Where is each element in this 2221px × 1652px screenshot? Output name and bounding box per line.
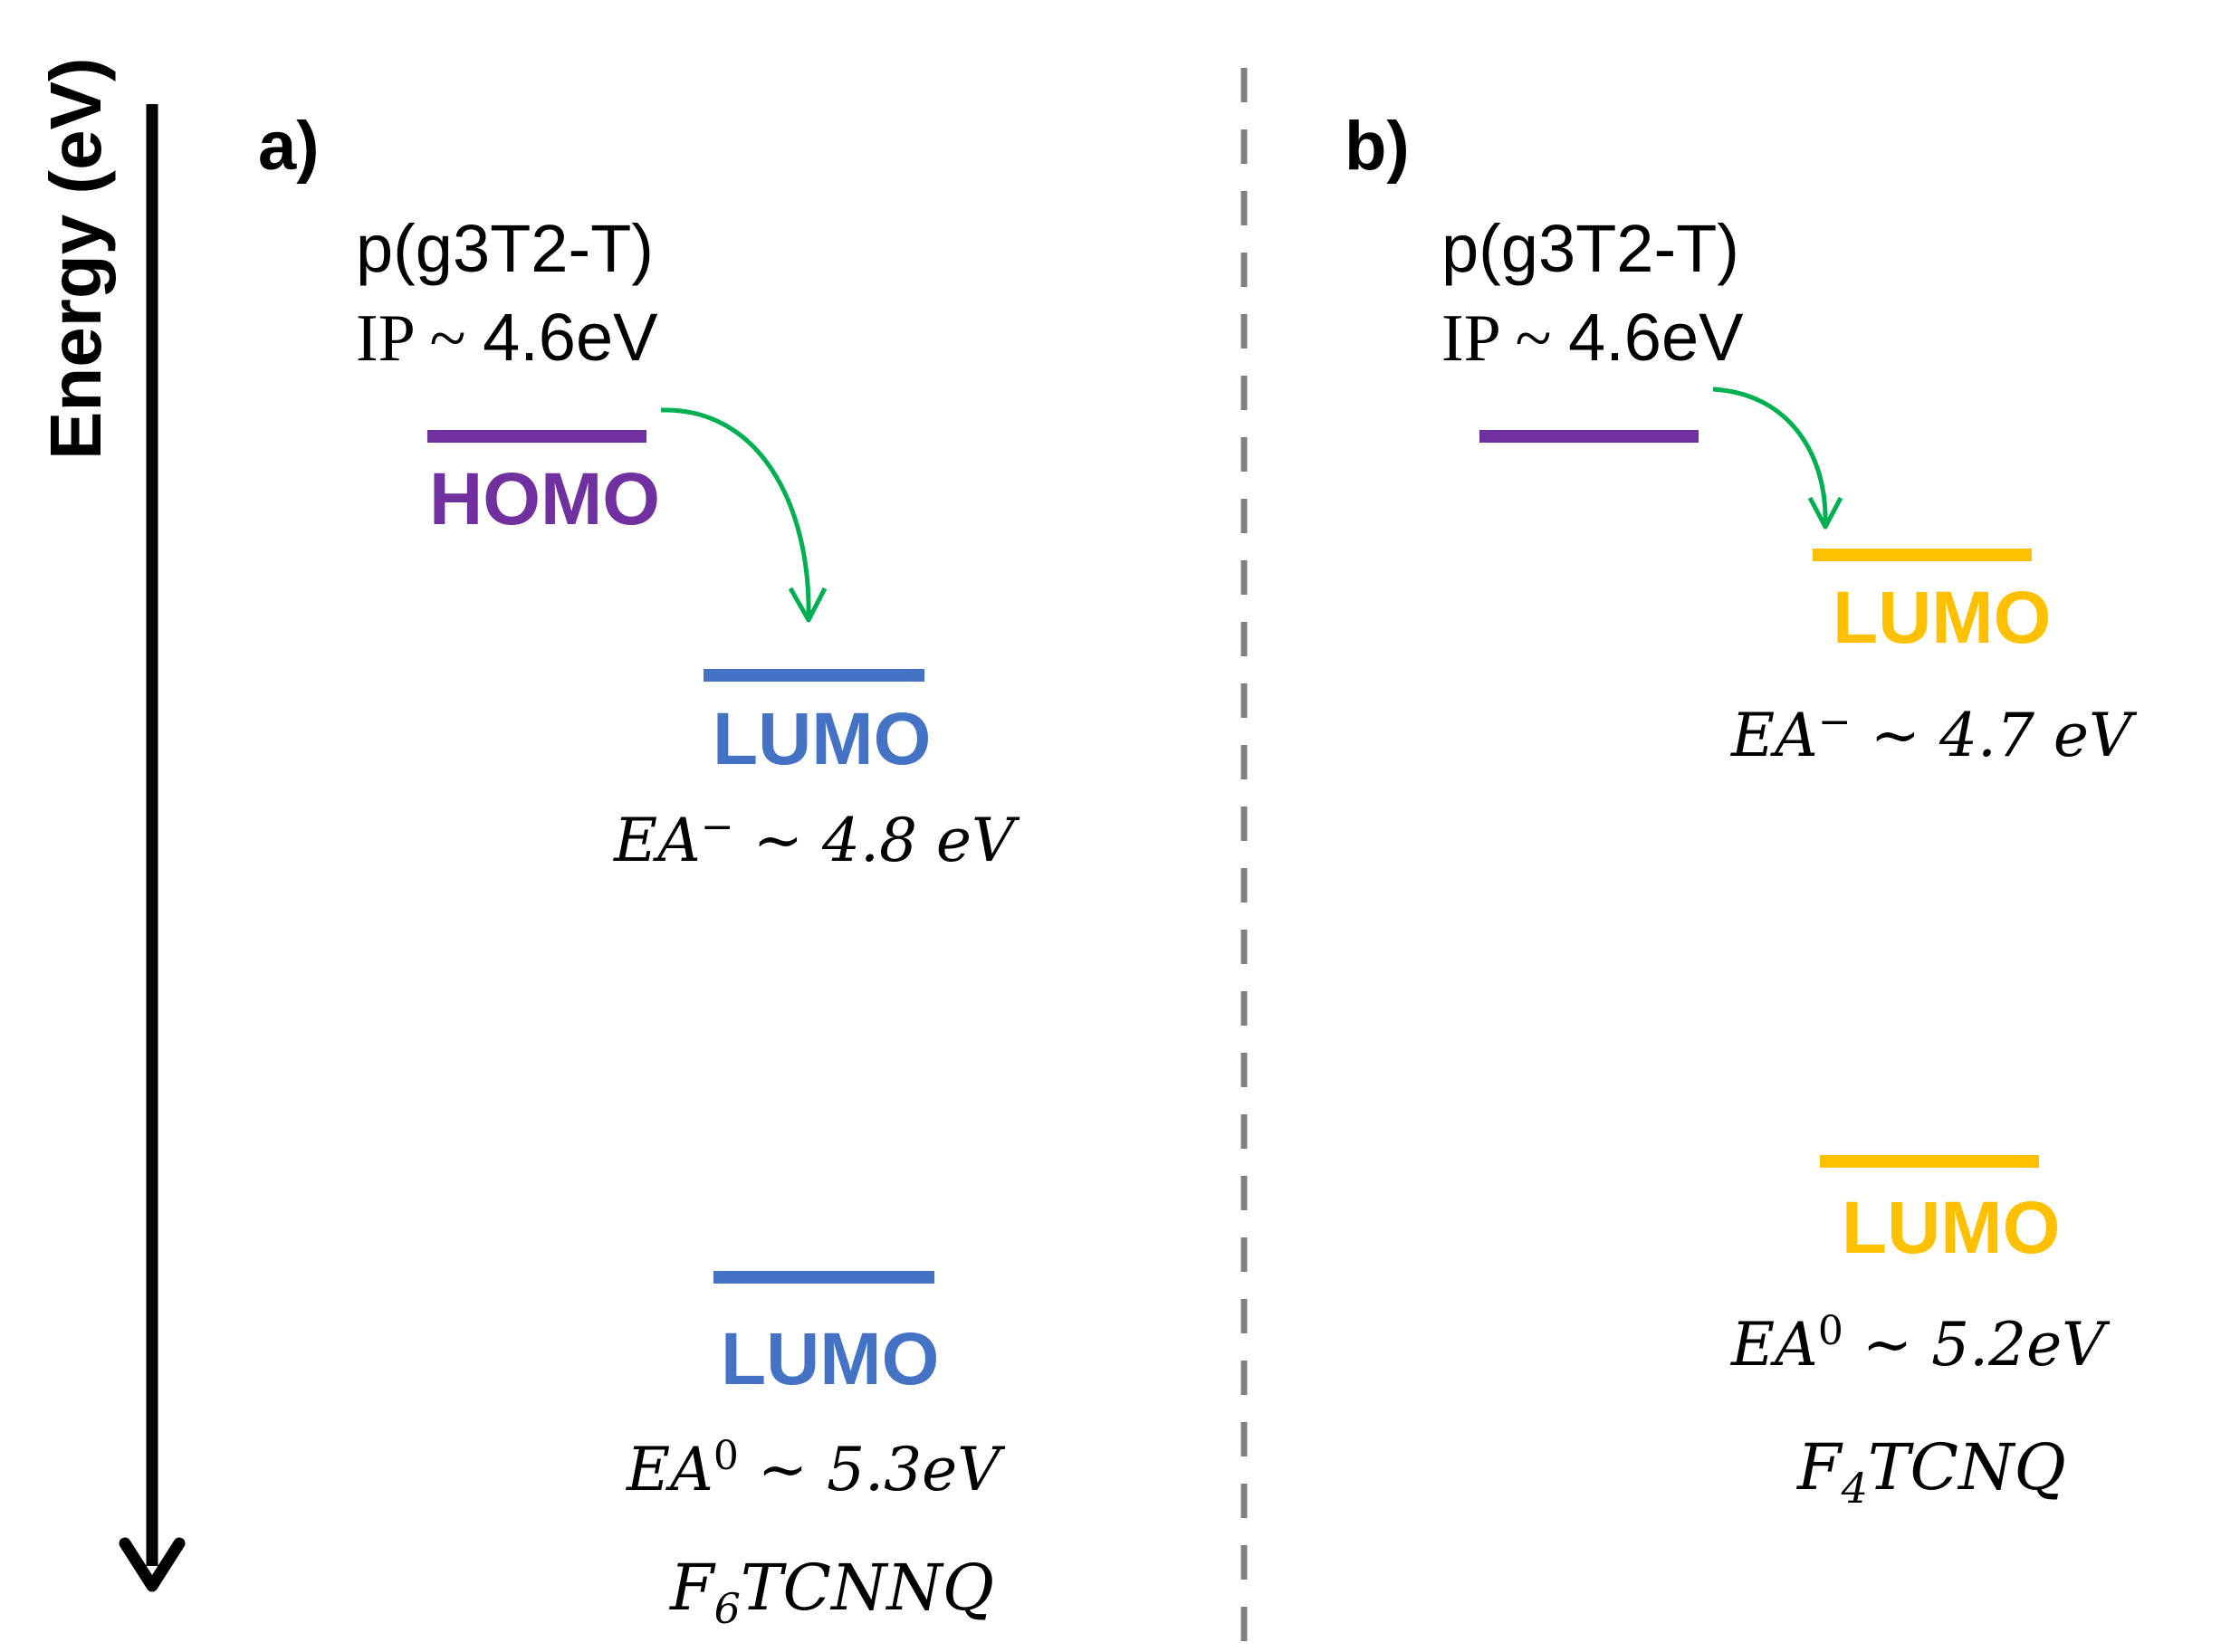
panel-b-dopant-sub: 4 xyxy=(1841,1464,1868,1513)
panel-a-ea2-rest: ~ 5.3eV xyxy=(738,1435,1000,1504)
panel-b-ea1-sup: − xyxy=(1817,699,1852,745)
panel-b-ea1: EA− ~ 4.7 eV xyxy=(1731,699,2132,770)
panel-b-homo-level xyxy=(1479,430,1699,443)
panel-a-ea1-main: EA xyxy=(614,806,701,875)
panel-a-dopant-sub: 6 xyxy=(713,1584,741,1633)
electron-transfer-arrowhead-b xyxy=(1807,496,1843,530)
panel-b-ea1-main: EA xyxy=(1731,701,1818,770)
panel-a-lumo2-label: LUMO xyxy=(721,1318,940,1400)
panel-a-homo-label: HOMO xyxy=(429,458,661,540)
panel-a-dopant-f: F xyxy=(670,1551,714,1625)
panel-b-polymer-name: p(g3T2-T) xyxy=(1441,211,1739,286)
panel-b-ip: IP ~ 4.6eV xyxy=(1441,299,1743,377)
panel-a-dopant-formula: F6TCNNQ xyxy=(670,1551,994,1633)
panel-b-lumo1-level xyxy=(1813,549,2032,561)
panel-a-polymer-name: p(g3T2-T) xyxy=(356,211,654,286)
panel-a-ea2: EA0 ~ 5.3eV xyxy=(627,1433,1000,1504)
panel-b-label: b) xyxy=(1345,108,1410,185)
panel-b-dopant-formula: F4TCNQ xyxy=(1797,1430,2066,1513)
panel-a-ip: IP ~ 4.6eV xyxy=(356,299,657,377)
panel-a-ea1-rest: ~ 4.8 eV xyxy=(733,806,1015,875)
panel-b-dopant-rest: TCNQ xyxy=(1867,1430,2066,1504)
panel-b-ip-prefix: IP ~ xyxy=(1441,301,1569,376)
panel-b-ip-value: 4.6eV xyxy=(1568,300,1744,375)
panel-b-lumo2-level xyxy=(1820,1155,2039,1168)
panel-a-ea1-sup: − xyxy=(700,804,734,850)
panel-a-lumo1-label: LUMO xyxy=(713,698,932,780)
panel-a-ip-prefix: IP ~ xyxy=(356,301,483,376)
panel-a-ea2-sup: 0 xyxy=(713,1433,739,1479)
panel-b-ea2: EA0 ~ 5.2eV xyxy=(1731,1308,2105,1380)
energy-axis-title: Energy (eV) xyxy=(35,57,116,460)
panel-b-dopant-f: F xyxy=(1797,1430,1842,1504)
panel-b-ea2-rest: ~ 5.2eV xyxy=(1843,1310,2105,1380)
panel-a-lumo1-level xyxy=(704,669,924,682)
panel-b-ea1-rest: ~ 4.7 eV xyxy=(1851,701,2132,770)
panel-a-ip-value: 4.6eV xyxy=(483,300,658,375)
electron-transfer-arrow-b xyxy=(1712,387,1828,524)
panel-b-ea2-main: EA xyxy=(1731,1310,1818,1380)
panel-a-dopant-rest: TCNNQ xyxy=(740,1551,994,1625)
panel-a-label: a) xyxy=(258,108,320,185)
panel-b-lumo2-label: LUMO xyxy=(1842,1187,2061,1269)
panel-a-lumo2-level xyxy=(713,1271,934,1284)
panel-b-ea2-sup: 0 xyxy=(1817,1308,1843,1354)
panel-b-lumo1-label: LUMO xyxy=(1833,577,2052,659)
electron-transfer-arrowhead-a xyxy=(788,587,828,623)
panel-a-ea1: EA− ~ 4.8 eV xyxy=(614,804,1015,875)
energy-axis-arrowhead xyxy=(119,1537,186,1592)
panel-a-ea2-main: EA xyxy=(627,1435,713,1504)
electron-transfer-arrow-a xyxy=(660,407,811,616)
panel-a-homo-level xyxy=(427,430,646,443)
